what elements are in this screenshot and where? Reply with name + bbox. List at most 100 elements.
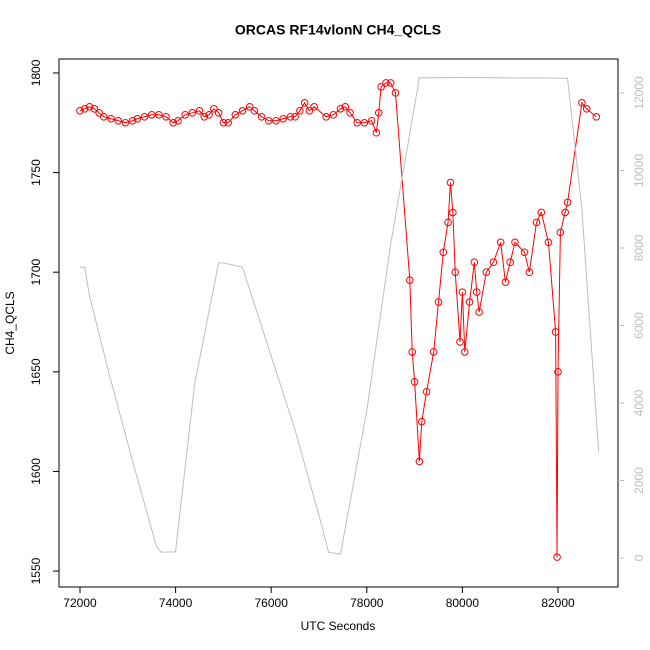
data-point	[245, 103, 254, 111]
data-point	[470, 258, 479, 267]
x-tick-label: 72000	[63, 596, 97, 610]
data-point	[553, 553, 561, 561]
data-point	[181, 110, 189, 119]
y2-tick-label: 12000	[632, 76, 646, 110]
data-point	[95, 108, 103, 117]
data-point	[460, 348, 469, 356]
data-point	[265, 116, 273, 125]
data-point	[205, 110, 213, 119]
data-point	[520, 248, 529, 257]
data-point	[496, 238, 505, 247]
data-point	[506, 258, 515, 267]
x-tick-label: 78000	[350, 596, 384, 610]
data-point	[231, 110, 240, 119]
data-point	[482, 268, 491, 276]
data-point	[451, 268, 460, 276]
y2-tick-label: 0	[632, 554, 646, 561]
data-point	[257, 112, 266, 121]
x-axis-label: UTC Seconds	[301, 619, 376, 633]
data-point	[367, 116, 376, 125]
data-point	[195, 107, 204, 115]
y-tick-label: 1600	[29, 458, 43, 485]
data-point	[133, 114, 142, 123]
data-point	[250, 107, 259, 115]
data-point	[472, 288, 481, 296]
data-point	[360, 118, 369, 127]
data-point	[408, 348, 417, 356]
x-tick-label: 82000	[541, 596, 575, 610]
data-point	[310, 103, 319, 111]
data-point	[556, 228, 565, 237]
data-point	[525, 268, 534, 276]
data-point	[121, 118, 130, 127]
y-tick-label: 1750	[29, 159, 43, 186]
y-axis-label: CH4_QCLS	[3, 291, 17, 354]
data-point	[429, 348, 438, 356]
data-point	[554, 368, 562, 376]
data-point	[465, 298, 474, 306]
data-point	[386, 79, 395, 87]
data-point	[561, 208, 569, 217]
data-point	[147, 110, 156, 119]
data-point	[511, 238, 519, 247]
data-point	[300, 99, 309, 107]
data-point	[410, 377, 419, 386]
data-point	[563, 198, 572, 207]
data-point	[372, 128, 381, 137]
data-point	[415, 457, 424, 466]
data-point	[224, 118, 232, 127]
data-point	[174, 116, 182, 125]
data-point	[353, 118, 362, 127]
data-point	[188, 108, 197, 117]
data-point	[76, 107, 84, 115]
data-point	[305, 107, 314, 115]
x-tick-label: 76000	[255, 596, 289, 610]
data-point	[406, 276, 414, 284]
data-point	[489, 258, 498, 267]
data-point	[100, 112, 108, 121]
data-point	[444, 218, 452, 227]
data-point	[475, 308, 483, 316]
data-point	[279, 114, 287, 123]
data-point	[544, 238, 553, 247]
series-line	[79, 76, 600, 555]
data-point	[417, 417, 426, 426]
data-point	[85, 103, 94, 111]
y2-tick-label: 2000	[632, 467, 646, 494]
data-point	[219, 118, 228, 127]
data-point	[422, 387, 431, 396]
data-point	[169, 118, 177, 127]
x-tick-label: 74000	[159, 596, 193, 610]
data-point	[341, 103, 350, 111]
data-point	[449, 208, 457, 217]
data-point	[296, 107, 304, 115]
data-point	[456, 338, 464, 346]
data-point	[128, 116, 137, 125]
data-point	[162, 112, 170, 121]
data-point	[210, 105, 218, 113]
data-point	[377, 83, 385, 91]
data-point	[140, 112, 149, 121]
y-tick-label: 1550	[29, 557, 43, 584]
y2-tick-label: 10000	[632, 153, 646, 187]
data-point	[374, 108, 383, 117]
data-point	[537, 208, 546, 217]
plot-frame	[58, 58, 619, 588]
data-point	[391, 89, 400, 97]
data-point	[155, 110, 163, 119]
y2-tick-label: 4000	[632, 389, 646, 416]
data-point	[107, 114, 115, 123]
data-point	[592, 112, 601, 121]
data-point	[578, 99, 586, 107]
data-point	[336, 105, 345, 113]
chart-title: ORCAS RF14vlonN CH4_QCLS	[235, 22, 441, 38]
data-point	[329, 110, 338, 119]
data-point	[322, 112, 330, 121]
data-point	[551, 328, 560, 336]
data-point	[272, 116, 280, 125]
data-point	[238, 107, 247, 115]
series-line	[79, 82, 597, 558]
data-point	[382, 79, 390, 87]
data-point	[346, 108, 354, 117]
y-tick-label: 1700	[29, 259, 43, 286]
